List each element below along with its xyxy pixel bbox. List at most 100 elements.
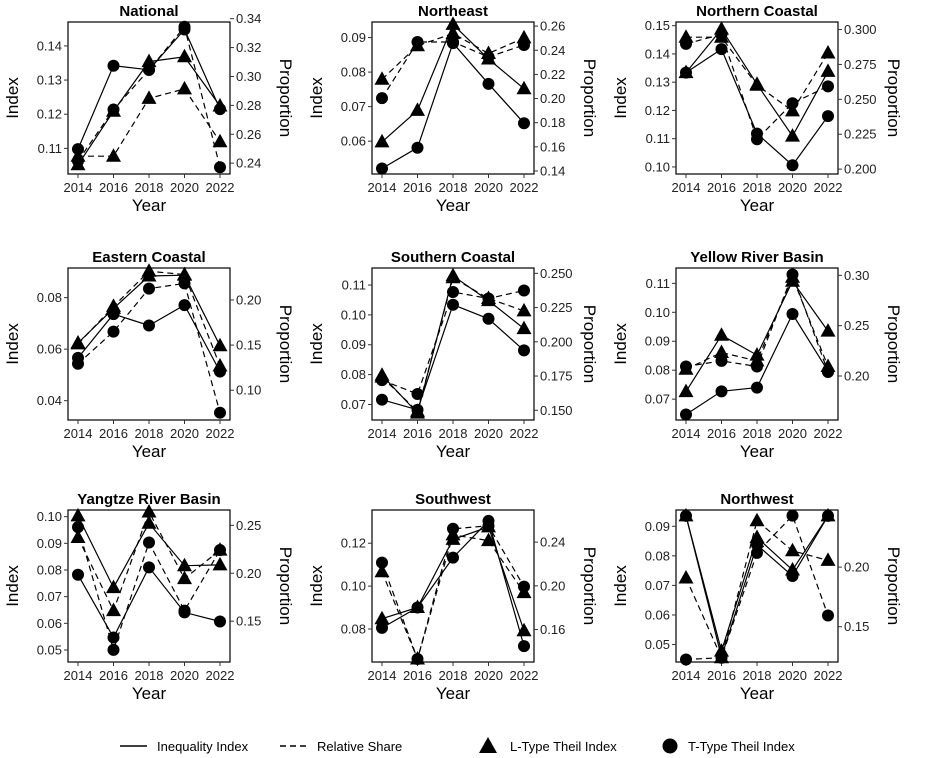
right-tick-label: 0.28: [236, 98, 261, 113]
point-L-share: [374, 71, 390, 85]
point-L-index: [749, 529, 765, 543]
point-T-index: [482, 312, 495, 325]
point-T-index: [751, 381, 763, 394]
left-tick-label: 0.10: [341, 579, 366, 594]
y-axis-label-right: Proportion: [580, 547, 599, 625]
x-axis-label: Year: [132, 684, 167, 703]
point-L-index: [678, 383, 694, 398]
x-tick-label: 2020: [778, 668, 807, 683]
point-T-index: [214, 103, 226, 116]
x-tick-label: 2020: [170, 426, 199, 441]
point-T-share: [447, 285, 459, 298]
legend-item-inequality: Inequality Index: [120, 739, 249, 754]
panel-title: National: [119, 3, 178, 20]
point-L-index: [212, 556, 228, 571]
point-L-share: [516, 302, 532, 317]
point-T-index: [143, 561, 155, 574]
y-axis-label-left: Index: [307, 77, 326, 119]
point-T-share: [715, 651, 728, 664]
x-tick-label: 2016: [707, 426, 736, 441]
x-tick-label: 2018: [743, 668, 772, 683]
panel-title: Southern Coastal: [391, 249, 515, 266]
x-tick-label: 2018: [135, 426, 164, 441]
point-L-index: [516, 80, 532, 95]
point-L-index: [410, 102, 425, 116]
point-T-index: [411, 141, 424, 154]
point-L-share: [678, 570, 694, 584]
legend-label-inequality: Inequality Index: [157, 739, 249, 754]
x-tick-label: 2018: [439, 668, 468, 683]
x-tick-label: 2022: [814, 426, 843, 441]
legend-circle-icon: [662, 738, 678, 754]
right-tick-label: 0.300: [844, 22, 877, 37]
x-tick-label: 2018: [135, 180, 164, 195]
right-tick-label: 0.24: [236, 156, 261, 171]
right-tick-label: 0.16: [540, 622, 565, 637]
point-L-share: [445, 25, 461, 39]
left-tick-label: 0.11: [342, 278, 366, 293]
right-tick-label: 0.20: [236, 566, 261, 581]
right-tick-label: 0.150: [540, 403, 573, 418]
left-tick-label: 0.09: [341, 337, 366, 352]
left-tick-label: 0.10: [645, 159, 670, 174]
point-L-index: [141, 515, 157, 529]
x-tick-label: 2020: [170, 668, 199, 683]
x-tick-label: 2016: [707, 180, 736, 195]
x-tick-label: 2018: [743, 180, 772, 195]
y-axis-label-right: Proportion: [884, 305, 903, 383]
panel-title: Northeast: [418, 3, 488, 20]
point-T-share: [72, 154, 84, 167]
right-tick-label: 0.20: [844, 369, 869, 384]
panel-eastern-coastal: Eastern Coastal 0.04 0.06 0.08 0.10 0.15 0.20 2…: [3, 249, 295, 461]
legend-item-T: T-Type Theil Index: [662, 738, 795, 754]
left-tick-label: 0.14: [37, 38, 62, 53]
point-T-share: [822, 365, 834, 378]
point-T-share: [518, 580, 530, 593]
point-T-share: [822, 80, 834, 93]
point-T-share: [680, 653, 692, 666]
x-axis-label: Year: [436, 196, 471, 215]
point-T-share: [107, 643, 120, 656]
panel-northeast: Northeast 0.06 0.07 0.08 0.09 0.14 0.16 0.18 0.2…: [307, 3, 599, 215]
x-tick-label: 2016: [403, 668, 432, 683]
panel-northern-coastal: Northern Coastal 0.10 0.11 0.12 0.13 0.14 0.15…: [611, 3, 903, 215]
point-T-index: [376, 393, 388, 406]
y-axis-label-right: Proportion: [884, 59, 903, 137]
point-L-share: [785, 542, 800, 557]
point-L-index: [374, 133, 390, 148]
left-tick-label: 0.08: [341, 367, 366, 382]
right-tick-label: 0.22: [540, 67, 565, 82]
x-tick-label: 2022: [206, 426, 235, 441]
right-tick-label: 0.250: [540, 266, 573, 281]
left-tick-label: 0.13: [645, 75, 670, 90]
left-tick-label: 0.11: [646, 276, 670, 291]
point-L-share: [749, 512, 765, 527]
point-T-index: [178, 299, 191, 312]
right-tick-label: 0.32: [236, 40, 261, 55]
right-tick-label: 0.25: [236, 518, 261, 533]
point-T-share: [143, 63, 155, 76]
point-T-share: [376, 92, 388, 105]
panel-title: Eastern Coastal: [92, 249, 205, 266]
x-tick-label: 2020: [778, 426, 807, 441]
point-T-index: [376, 621, 388, 634]
right-tick-label: 0.175: [540, 369, 573, 384]
right-tick-label: 0.30: [844, 268, 869, 283]
panel-northwest: Northwest 0.05 0.06 0.07 0.08 0.09 0.15 0.20 201…: [611, 491, 903, 703]
point-L-share: [70, 335, 86, 350]
x-tick-label: 2018: [439, 426, 468, 441]
x-tick-label: 2016: [99, 426, 128, 441]
point-T-share: [715, 28, 728, 41]
x-tick-label: 2020: [170, 180, 199, 195]
left-tick-label: 0.07: [341, 99, 366, 114]
point-L-share: [516, 29, 532, 44]
right-tick-label: 0.14: [540, 163, 565, 178]
point-T-share: [411, 387, 424, 400]
legend-label-share: Relative Share: [317, 739, 402, 754]
x-tick-label: 2014: [64, 426, 93, 441]
left-tick-label: 0.08: [645, 363, 670, 378]
point-L-share: [141, 90, 157, 104]
panel-yangtze-river-basin: Yangtze River Basin 0.05 0.06 0.07 0.08 0.09 0…: [3, 491, 295, 703]
point-L-index: [785, 128, 800, 142]
